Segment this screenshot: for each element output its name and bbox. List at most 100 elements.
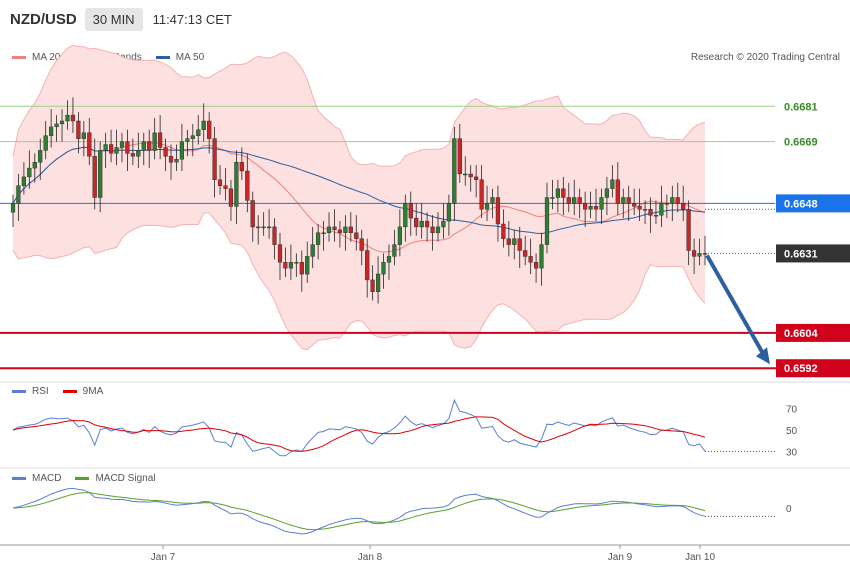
price-badge-0.6648 [776,194,850,213]
candle-body [653,214,659,217]
candle-body [114,147,119,154]
candle-body [207,120,212,139]
candle-body [632,203,637,207]
candle-body [441,220,446,228]
timestamp: 11:47:13 CET [152,11,232,27]
x-axis-label: Jan 9 [608,552,633,563]
candle-body [681,203,686,210]
price-label-0.6669: 0.6669 [784,137,818,149]
candle-body [697,253,702,257]
price-label-current: 0.6631 [784,248,818,260]
timeframe-badge[interactable]: 30 MIN [84,7,143,31]
bollinger-upper [12,44,706,167]
rsi-axis-70: 70 [786,405,798,416]
candle-body [147,141,152,151]
candle-body [16,185,21,204]
candle-body [550,197,555,199]
candle-body [386,256,392,263]
rsi-ma-line [12,416,706,452]
candle-body [277,244,283,263]
candle-body [343,226,348,233]
candle-body [501,223,506,239]
candle-body [408,203,413,219]
candle-body [130,153,135,157]
candle-body [621,197,626,204]
candle-body [316,232,321,245]
candle-body [332,226,337,230]
candle-body [234,161,239,207]
candle-body [648,209,653,216]
candle-body [626,197,631,204]
candle-body [572,197,577,204]
candle-body [141,141,146,151]
candle-body [457,138,462,175]
candle-body [49,126,54,136]
candle-body [561,188,566,198]
candle-body [348,226,353,233]
candle-body [337,229,342,233]
candle-body [125,141,130,154]
candle-body [359,238,364,251]
candle-body [403,203,408,228]
macd-axis-zero: 0 [786,504,792,515]
candle-body [65,114,70,122]
candle-body [354,232,359,239]
candle-body [643,209,648,211]
candle-body [675,197,680,204]
x-axis-label: Jan 8 [358,552,383,563]
candle-body [577,197,582,204]
candle-body [223,185,228,189]
candle-body [484,203,490,210]
candle-body [588,206,593,210]
candle-body [163,147,168,157]
candle-body [321,232,326,235]
candle-body [81,132,86,139]
price-label-0.6592: 0.6592 [784,363,818,375]
macd-line [12,487,706,535]
legend-ma50: MA 50 [155,52,204,63]
candle-body [21,176,26,186]
candle-body [245,170,250,201]
price-label-0.6681: 0.6681 [784,101,818,113]
candle-body [615,179,620,204]
forecast-arrow-head [756,347,770,365]
candle-body [583,203,588,210]
bollinger-lower [12,212,706,351]
candle-body [43,135,48,151]
candle-body [392,244,397,257]
candle-body [201,120,206,131]
candle-body [261,226,266,229]
candle-body [92,156,97,198]
candle-body [506,238,511,245]
candle-body [310,244,315,257]
candle-body [119,141,125,148]
candle-body [523,250,528,257]
forecast-arrow-shaft [705,254,766,357]
legend-macd: MACD [12,473,61,484]
candle-body [294,262,299,264]
candle-body [32,161,37,169]
candle-body [267,226,272,229]
candle-body [98,150,103,198]
candle-body [425,220,430,228]
candle-body [397,226,402,245]
candle-body [250,200,255,228]
candle-body [376,273,381,292]
candle-body [217,179,223,186]
candle-body [10,203,16,213]
candle-body [288,262,293,269]
candle-body [430,226,435,233]
price-label-0.6648: 0.6648 [784,198,818,210]
current-price-badge [776,244,850,263]
candle-body [659,203,664,216]
symbol-title: NZD/USD [10,10,77,28]
candle-body [38,150,43,163]
candle-body [702,253,708,255]
candle-body [212,138,217,181]
candle-body [185,138,190,142]
candle-body [544,197,550,245]
candle-body [54,123,59,128]
candle-body [468,173,473,178]
candle-body [637,206,642,210]
